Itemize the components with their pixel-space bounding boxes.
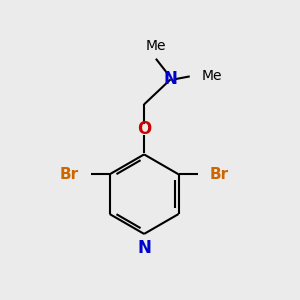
Text: Me: Me (146, 39, 166, 53)
Text: O: O (137, 120, 151, 138)
Text: Br: Br (60, 167, 79, 182)
Text: Br: Br (209, 167, 229, 182)
Text: N: N (137, 239, 151, 257)
Text: N: N (164, 70, 178, 88)
Text: Me: Me (202, 69, 222, 83)
